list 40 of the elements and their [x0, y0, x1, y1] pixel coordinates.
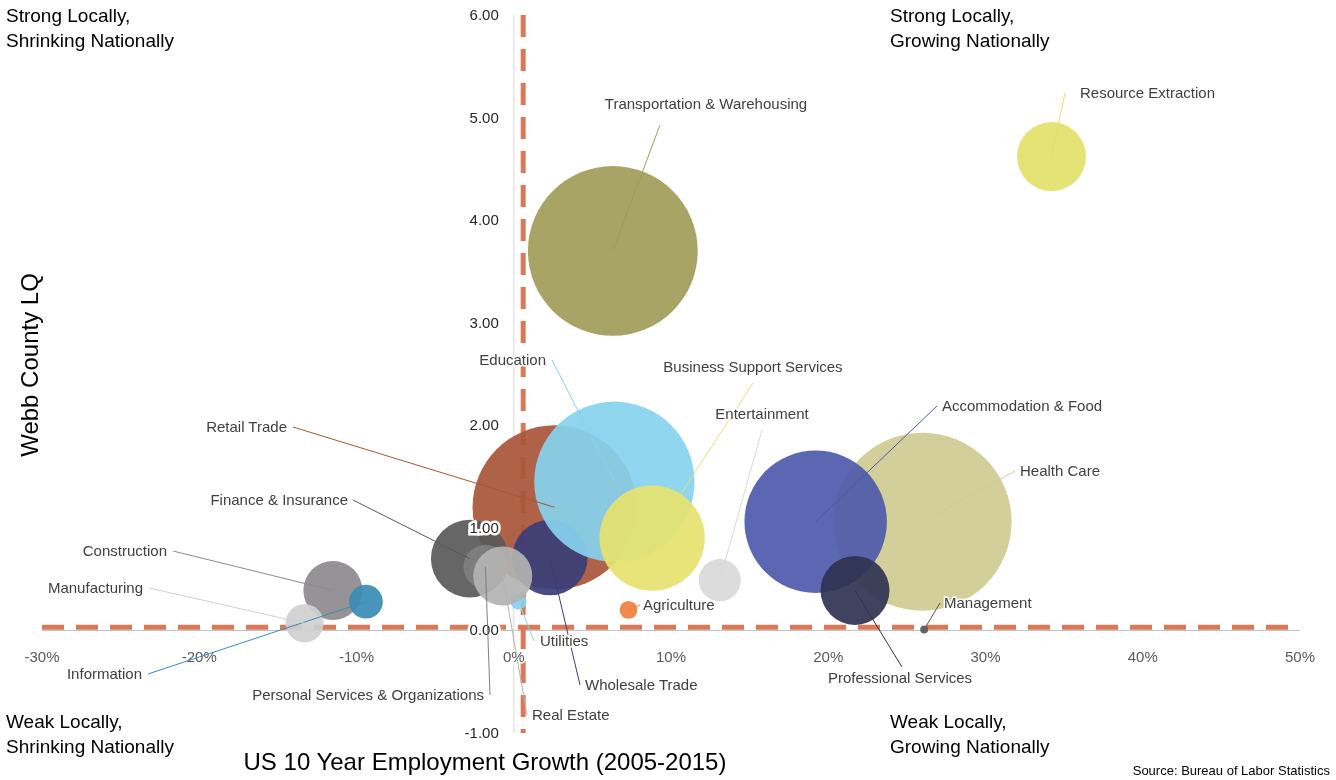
y-tick-label: 4.00	[469, 211, 499, 229]
y-axis-title: Webb County LQ	[16, 273, 43, 457]
text: Professional Services	[827, 669, 973, 686]
y-tick-label: 2.00	[469, 416, 499, 434]
text: Business Support Services	[663, 358, 843, 375]
x-tick-label: -30%	[24, 648, 60, 666]
x-tick-label: 50%	[1284, 648, 1316, 666]
series-label: Utilities	[540, 632, 589, 649]
annotation: Weak Locally, Shrinking Nationally	[6, 711, 175, 757]
annotation: Weak Locally, Growing Nationally	[890, 711, 1050, 757]
text: Real Estate	[532, 706, 610, 723]
y-tick-label: -1.00	[464, 724, 499, 741]
y-tick-label: 5.00	[469, 108, 499, 126]
series-label: Management	[944, 594, 1033, 611]
legend-label: Agriculture	[643, 596, 715, 613]
x-tick-label: 20%	[813, 648, 844, 666]
text: Transportation & Warehousing	[604, 95, 808, 112]
text: Entertainment	[715, 405, 810, 422]
text: Personal Services & Organizations	[252, 686, 484, 703]
x-tick-label: 40%	[1127, 648, 1158, 666]
y-tick-label: 0.00	[469, 621, 499, 639]
text: Manufacturing	[47, 579, 143, 596]
source-note: Source: Bureau of Labor Statistics	[1132, 763, 1331, 778]
annotation: Strong Locally, Growing Nationally	[890, 5, 1050, 51]
text: Accommodation & Food	[942, 397, 1103, 414]
annotation: Strong Locally, Shrinking Nationally	[6, 5, 175, 51]
text: Finance & Insurance	[210, 491, 348, 508]
x-tick-label: 0%	[502, 648, 525, 666]
x-axis-title: US 10 Year Employment Growth (2005-2015)	[243, 748, 727, 775]
text: Construction	[82, 542, 167, 559]
x-tick-label: 10%	[655, 648, 687, 666]
y-tick-label: 3.00	[469, 313, 499, 331]
y-tick-label: 6.00	[469, 6, 499, 23]
x-tick-label: 30%	[970, 648, 1001, 666]
text: Retail Trade	[206, 418, 287, 435]
x-tick-label: -10%	[338, 648, 375, 666]
series-label: Health Care	[1020, 462, 1101, 479]
text: Information	[66, 665, 142, 682]
text: Wholesale Trade	[585, 676, 698, 693]
series-label: Resource Extraction	[1080, 84, 1216, 101]
